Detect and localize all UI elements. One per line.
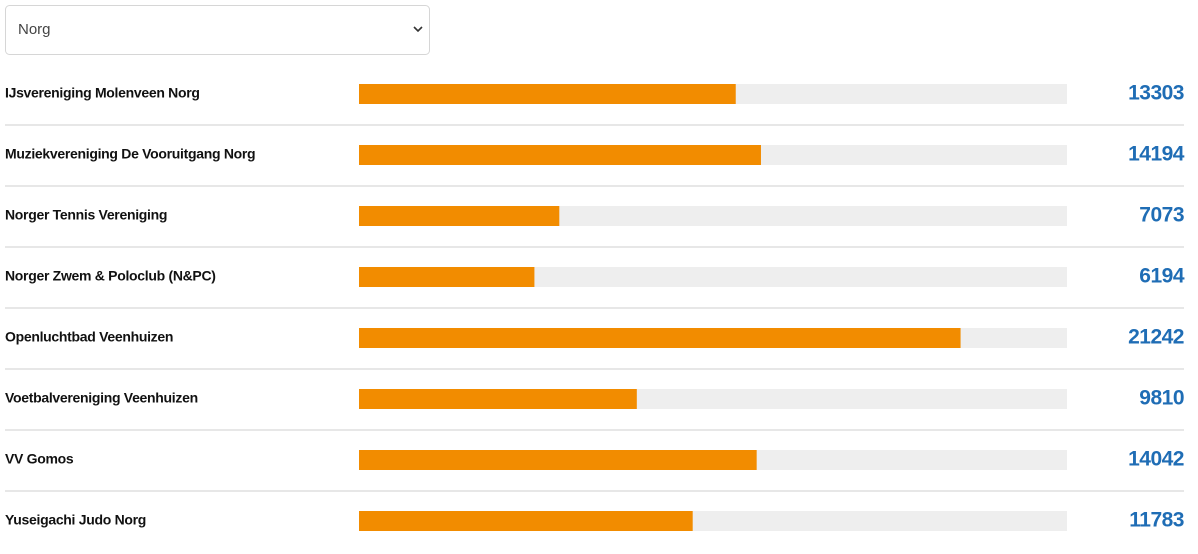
bar <box>359 267 535 287</box>
bar <box>359 206 560 226</box>
bar <box>359 145 761 165</box>
row-label: Muziekvereniging De Vooruitgang Norg <box>5 146 255 162</box>
value-label: 21242 <box>1128 326 1184 349</box>
bar <box>359 511 693 531</box>
row-label: Yuseigachi Judo Norg <box>5 512 146 528</box>
row-label: IJsvereniging Molenveen Norg <box>5 85 200 101</box>
value-label: 11783 <box>1129 509 1184 532</box>
bar <box>359 328 961 348</box>
dropdown-value[interactable]: Norg <box>18 21 51 38</box>
value-label: 6194 <box>1139 265 1185 288</box>
bar <box>359 450 757 470</box>
dropdown-box[interactable] <box>5 5 430 55</box>
value-label: 13303 <box>1128 82 1184 105</box>
dropdown[interactable]: Norg <box>5 5 430 55</box>
dropdown-chevron[interactable] <box>413 26 423 33</box>
row-label: Norger Zwem & Poloclub (N&PC) <box>5 268 216 284</box>
row-label: Norger Tennis Vereniging <box>5 207 167 223</box>
bar-track <box>359 267 1067 287</box>
row-label: VV Gomos <box>5 451 74 467</box>
value-label: 7073 <box>1139 204 1184 227</box>
value-label: 9810 <box>1139 387 1184 410</box>
row-label: Openluchtbad Veenhuizen <box>5 329 173 345</box>
bar <box>359 84 736 104</box>
row-label: Voetbalvereniging Veenhuizen <box>5 390 198 406</box>
value-label: 14042 <box>1128 448 1184 471</box>
value-label: 14194 <box>1128 143 1185 166</box>
bar <box>359 389 637 409</box>
